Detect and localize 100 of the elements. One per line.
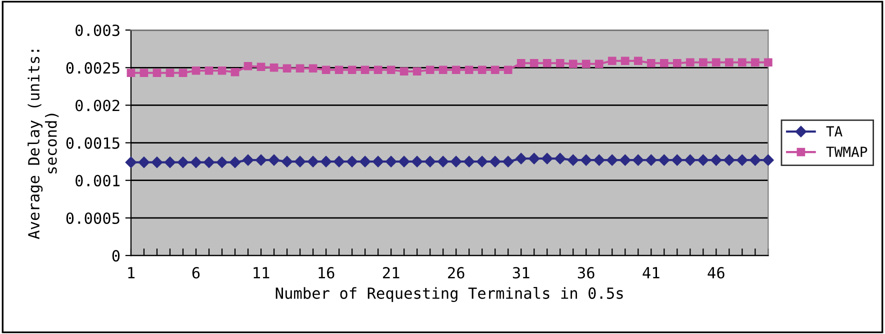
point: [218, 66, 226, 75]
point: [452, 66, 460, 74]
point: [646, 58, 656, 68]
point: [333, 156, 345, 168]
point: [502, 156, 514, 168]
point: [385, 156, 397, 168]
point: [229, 156, 241, 168]
point: [256, 62, 266, 72]
point: [568, 60, 578, 68]
x-tick-label: 11: [254, 267, 270, 278]
point: [686, 58, 694, 67]
point: [672, 58, 682, 68]
point: [296, 64, 304, 73]
x-tick-label: 1: [128, 267, 135, 278]
point: [166, 68, 174, 78]
point: [724, 154, 735, 166]
point: [348, 66, 356, 74]
y-tick-label: 0.0005: [66, 212, 120, 224]
point: [515, 152, 527, 164]
y-tick-label: 0.003: [76, 24, 120, 36]
point: [152, 68, 162, 78]
point: [634, 56, 642, 66]
point: [764, 58, 772, 67]
point: [412, 67, 422, 76]
legend-label: TA: [826, 126, 842, 136]
point: [725, 58, 734, 67]
x-tick-label: 6: [192, 266, 200, 279]
point: [281, 156, 293, 168]
point: [204, 66, 214, 75]
point: [698, 58, 708, 67]
point: [712, 58, 720, 67]
point: [751, 58, 760, 67]
point: [242, 154, 254, 166]
point: [710, 154, 722, 166]
y-tick-label: 0.0025: [66, 62, 120, 74]
point: [594, 60, 604, 68]
point: [620, 154, 631, 166]
point: [270, 63, 278, 72]
point: [320, 156, 332, 168]
point: [138, 156, 150, 168]
point: [203, 156, 215, 168]
y-tick-label: 0: [112, 250, 120, 262]
point: [490, 66, 500, 74]
point: [738, 58, 746, 67]
x-tick-label: 31: [512, 266, 530, 279]
point: [660, 58, 668, 68]
point: [294, 156, 306, 168]
point: [504, 66, 512, 74]
x-axis-title: Number of Requesting Terminals in 0.5s: [276, 287, 623, 302]
y-axis-title: Average Delay (units: second): [28, 50, 59, 240]
point: [608, 56, 616, 66]
y-tick-label: 0.001: [76, 174, 120, 186]
point: [244, 62, 252, 70]
x-tick-label: 41: [642, 267, 660, 278]
point: [556, 58, 564, 68]
point: [658, 154, 670, 166]
x-tick-label: 26: [448, 266, 464, 279]
point: [374, 66, 382, 74]
point: [125, 156, 137, 168]
point: [632, 154, 644, 166]
point: [582, 60, 590, 68]
point: [606, 154, 618, 166]
point: [437, 156, 449, 168]
point: [542, 152, 553, 164]
point: [620, 56, 630, 66]
x-tick-label: 36: [578, 266, 594, 279]
point: [411, 156, 423, 168]
point: [750, 154, 761, 166]
point: [684, 154, 696, 166]
point: [268, 154, 280, 166]
point: [307, 156, 319, 168]
point: [230, 68, 240, 76]
point: [334, 66, 344, 74]
point: [542, 58, 552, 68]
point: [489, 156, 501, 168]
y-tick-label: 0.002: [76, 100, 120, 112]
point: [386, 66, 396, 74]
point: [400, 67, 408, 76]
point: [672, 154, 683, 166]
point: [568, 154, 579, 166]
point: [151, 156, 163, 168]
point: [516, 58, 526, 68]
point: [646, 154, 657, 166]
point: [322, 66, 330, 74]
point: [190, 156, 202, 168]
point: [255, 154, 267, 166]
point: [177, 156, 189, 168]
legend-label: TWMAP: [826, 146, 868, 157]
point: [308, 64, 318, 73]
point: [192, 66, 200, 75]
point: [346, 156, 358, 168]
point: [359, 156, 371, 168]
y-tick-label: 0.0015: [66, 137, 120, 149]
point: [476, 156, 488, 168]
point: [762, 154, 774, 166]
point: [554, 152, 566, 164]
point: [216, 156, 228, 168]
point: [360, 66, 370, 74]
point: [372, 156, 384, 168]
point: [463, 156, 475, 168]
